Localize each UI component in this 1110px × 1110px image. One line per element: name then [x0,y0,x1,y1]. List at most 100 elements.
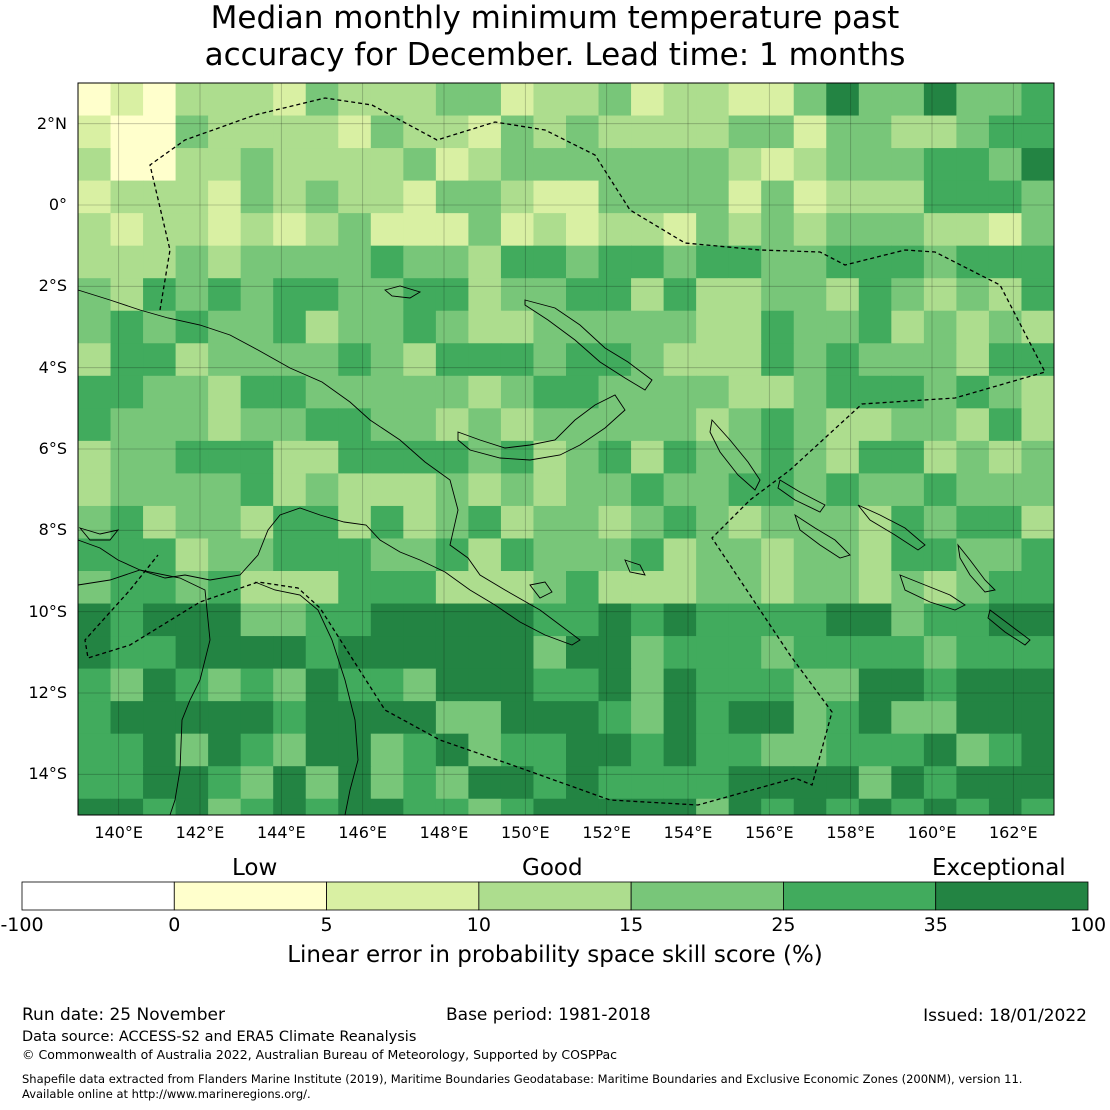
longitude-label: 158°E [826,823,875,842]
skill-cell [240,245,274,279]
skill-cell [338,83,372,117]
skill-cell [663,766,697,800]
skill-cell [631,213,665,247]
skill-cell [891,668,925,702]
skill-cell [273,343,307,377]
latitude-label: 14°S [28,764,67,784]
skill-cell [1021,571,1055,605]
colorbar-tick: 0 [168,914,181,936]
skill-cell [110,115,144,149]
skill-cell [728,148,762,182]
skill-cell [761,278,795,312]
colorbar-tick: 25 [771,914,796,936]
skill-cell [143,180,177,214]
skill-cell [208,148,242,182]
base-period: Base period: 1981-2018 [446,1005,651,1025]
cape-york-east-coastline [254,581,359,816]
skill-cell [110,505,144,539]
skill-cell [891,213,925,247]
skill-cell [1021,668,1055,702]
skill-cell [370,766,404,800]
skill-cell [761,798,795,816]
skill-cell [793,798,827,816]
skill-cell [858,245,892,279]
colorbar-tick: 100 [1069,914,1107,936]
longitude-label: 160°E [907,823,957,842]
skill-cell [891,603,925,637]
skill-cell [78,603,112,637]
skill-cell [305,148,339,182]
longitude-label: 142°E [175,823,225,842]
skill-cell [403,245,437,279]
skill-cell [273,180,307,214]
skill-cell [500,310,534,344]
skill-cell [793,701,827,735]
skill-cell [631,701,665,735]
skill-cell [956,408,990,442]
skill-cell [533,343,567,377]
skill-cell [826,83,860,117]
skill-cell [78,180,112,214]
skill-cell [793,538,827,572]
skill-cell [403,473,437,507]
skill-cell [761,636,795,670]
longitude-label: 150°E [501,823,550,842]
skill-cell [923,668,957,702]
skill-cell [208,473,242,507]
skill-cell [663,798,697,816]
skill-cell [273,148,307,182]
skill-cell [728,505,762,539]
skill-cell [338,636,372,670]
skill-cell [566,473,600,507]
skill-cell [110,473,144,507]
skill-cell [1021,115,1055,149]
skill-cell [110,668,144,702]
skill-cell [370,603,404,637]
skill-cell [761,473,795,507]
skill-cell [533,310,567,344]
skill-cell [566,148,600,182]
skill-cell [826,343,860,377]
skill-cell [240,213,274,247]
skill-cell [631,310,665,344]
colorbar-tick: 10 [466,914,491,936]
skill-cell [370,473,404,507]
skill-cell [143,278,177,312]
skill-cell [403,766,437,800]
skill-cell [175,278,209,312]
latitude-label: 2°N [36,113,67,133]
skill-cell [305,213,339,247]
longitude-label: 154°E [663,823,713,842]
skill-cell [1021,278,1055,312]
skill-cell [891,701,925,735]
longitude-label: 144°E [257,823,306,842]
skill-cell [728,571,762,605]
skill-cell [175,83,209,117]
skill-cell [240,668,274,702]
skill-cell [631,278,665,312]
skill-cell [858,213,892,247]
skill-cell [435,733,469,767]
skill-cell [598,473,632,507]
skill-cell [533,440,567,474]
skill-cell [891,505,925,539]
skill-cell [468,603,502,637]
skill-grid-cells [78,83,1055,816]
skill-cell [826,213,860,247]
skill-cell [598,668,632,702]
skill-cell [566,440,600,474]
skill-cell [240,310,274,344]
skill-cell [468,440,502,474]
skill-cell [175,245,209,279]
new-guinea-coastline [77,289,581,646]
skill-cell [110,636,144,670]
skill-cell [533,571,567,605]
skill-cell [858,733,892,767]
skill-cell [403,148,437,182]
skill-cell [175,798,209,816]
skill-cell [273,766,307,800]
skill-cell [78,733,112,767]
skill-cell [891,148,925,182]
skill-cell [858,473,892,507]
skill-cell [110,148,144,182]
